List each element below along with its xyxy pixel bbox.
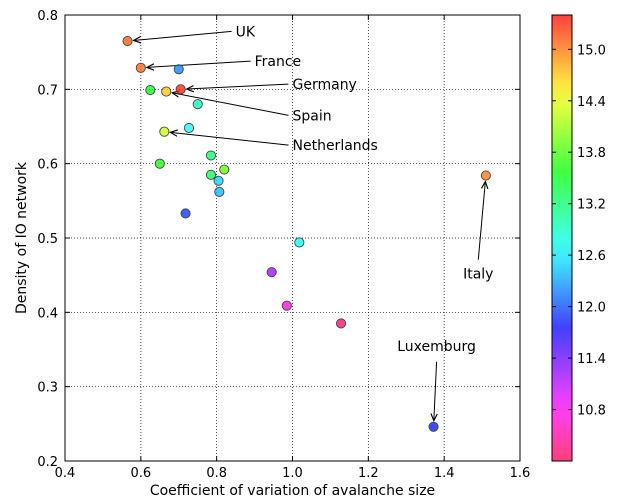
annotation-label-germany: Germany [293, 77, 357, 93]
annotation-label-italy: Italy [463, 267, 493, 283]
annotation-arrow [477, 182, 485, 260]
data-point [161, 86, 172, 97]
annotation-label-netherlands: Netherlands [293, 138, 378, 154]
annotation-label-uk: UK [236, 24, 256, 40]
data-point [145, 85, 156, 96]
annotation-label-france: France [255, 54, 302, 70]
data-point [219, 164, 230, 175]
data-point [480, 170, 491, 181]
data-point [266, 267, 277, 278]
annotation-arrow [170, 132, 289, 146]
y-axis-label: Density of IO network [14, 161, 30, 314]
annotation-arrow [187, 83, 289, 89]
data-point [294, 237, 305, 248]
x-tick-label: 1.0 [282, 466, 303, 481]
colorbar-ticks: 10.8 11.4 12.0 12.6 13.2 13.8 14.4 15.0 [552, 43, 606, 419]
y-tick-label: 0.7 [37, 83, 58, 98]
y-tick-label: 0.6 [37, 158, 58, 173]
annotation-arrow [172, 93, 289, 116]
y-tick-label: 0.8 [37, 9, 58, 24]
data-point [214, 186, 225, 197]
colorbar-tick-label: 12.6 [577, 249, 606, 264]
x-tick-label: 0.4 [55, 466, 76, 481]
x-tick-label: 1.4 [434, 466, 455, 481]
x-tick-label: 0.8 [206, 466, 227, 481]
data-point [335, 318, 347, 329]
x-tick-label: 1.6 [510, 466, 531, 481]
x-tick-label: 0.6 [130, 466, 151, 481]
colorbar-tick-label: 10.8 [577, 404, 606, 419]
colorbar-tick-label: 11.4 [577, 352, 606, 367]
colorbar-tick-label: 13.8 [577, 146, 606, 161]
annotation-arrow [147, 60, 251, 67]
axis-ticks: 0.4 0.6 0.8 1.0 1.2 1.4 1.6 0.2 0.3 0.4 0.5 0.6 0.7 0… [37, 9, 530, 481]
colorbar-bar [551, 14, 573, 462]
y-tick-label: 0.3 [37, 381, 58, 396]
colorbar: 10.8 11.4 12.0 12.6 13.2 13.8 14.4 15.0 [551, 14, 606, 462]
data-point [281, 300, 292, 311]
data-point [122, 35, 133, 47]
colorbar-tick-label: 15.0 [577, 43, 606, 58]
data-point [173, 64, 184, 75]
annotation-arrow [434, 361, 437, 421]
data-points [122, 35, 491, 432]
data-point [159, 126, 170, 137]
data-point [205, 150, 217, 161]
data-point [135, 62, 146, 73]
data-point [175, 84, 186, 95]
annotation-label-spain: Spain [293, 108, 332, 124]
y-tick-label: 0.4 [37, 306, 58, 321]
data-point [180, 208, 191, 219]
y-tick-label: 0.2 [37, 455, 58, 470]
annotation-label-luxemburg: Luxemburg [397, 339, 476, 355]
x-axis-label: Coefficient of variation of avalanche si… [150, 483, 435, 498]
annotation-arrow [134, 30, 232, 40]
data-point [192, 99, 203, 110]
colorbar-tick-label: 12.0 [577, 301, 606, 316]
data-point [205, 169, 217, 180]
colorbar-tick-label: 14.4 [577, 95, 606, 110]
data-point [154, 158, 165, 169]
annotation-labels: UK France Germany Spain Netherlands Italy Luxe… [236, 24, 494, 354]
data-point [183, 122, 195, 134]
data-point [428, 421, 439, 432]
y-tick-label: 0.5 [37, 232, 58, 247]
x-tick-label: 1.2 [358, 466, 379, 481]
colorbar-tick-label: 13.2 [577, 198, 606, 213]
annotation-arrows [134, 30, 486, 421]
grid-lines [65, 15, 520, 461]
data-point [213, 175, 224, 186]
